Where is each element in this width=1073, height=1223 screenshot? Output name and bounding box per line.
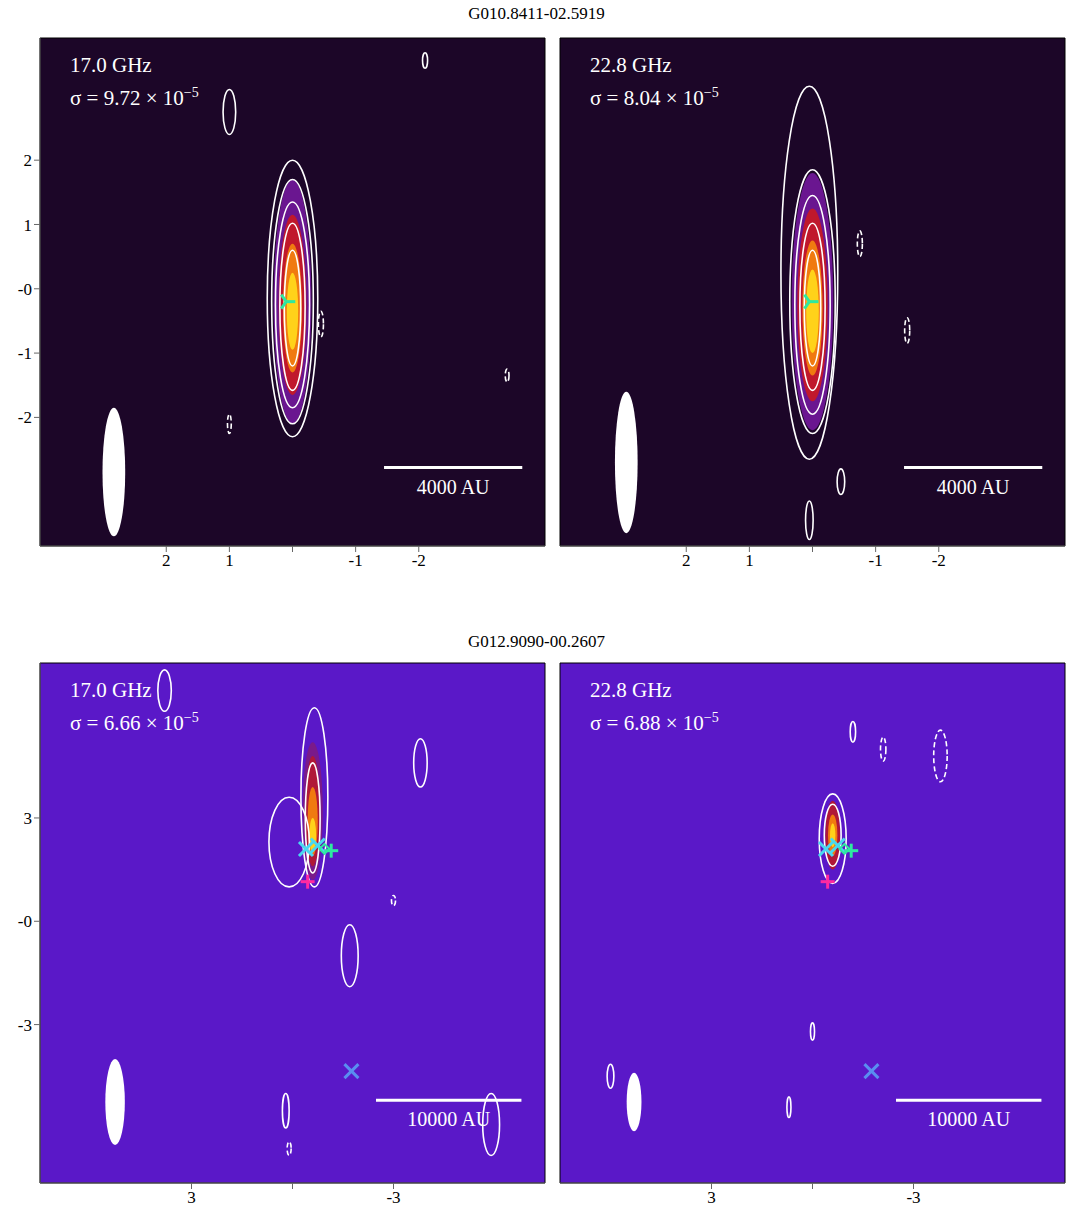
svg-text:-2: -2 — [412, 551, 426, 570]
svg-text:-2: -2 — [18, 408, 32, 427]
svg-text:-0: -0 — [18, 280, 32, 299]
svg-text:-1: -1 — [349, 551, 363, 570]
html-text:G010.8411-02.5919: G010.8411-02.5919 — [468, 4, 605, 23]
svg-text:4000 AU: 4000 AU — [937, 476, 1010, 498]
svg-text:-3: -3 — [906, 1188, 920, 1207]
svg-text:10000 AU: 10000 AU — [927, 1108, 1010, 1130]
html-text:G012.9090-00.2607: G012.9090-00.2607 — [468, 632, 605, 651]
html-text:σ = 9.72 × 10−5: σ = 9.72 × 10−5 — [70, 85, 199, 110]
svg-text:2: 2 — [24, 151, 33, 170]
html-text:17.0 GHz: 17.0 GHz — [70, 53, 152, 77]
svg-text:4000 AU: 4000 AU — [417, 476, 490, 498]
svg-text:2: 2 — [162, 551, 171, 570]
html-text:σ = 6.66 × 10−5: σ = 6.66 × 10−5 — [70, 710, 199, 735]
html-text:σ = 8.04 × 10−5: σ = 8.04 × 10−5 — [590, 85, 719, 110]
svg-text:-0: -0 — [18, 912, 32, 931]
html-text:22.8 GHz: 22.8 GHz — [590, 678, 672, 702]
svg-text:-1: -1 — [18, 344, 32, 363]
html-text:17.0 GHz: 17.0 GHz — [70, 678, 152, 702]
svg-text:3: 3 — [187, 1188, 196, 1207]
svg-text:-2: -2 — [932, 551, 946, 570]
svg-text:1: 1 — [745, 551, 754, 570]
svg-text:-3: -3 — [386, 1188, 400, 1207]
svg-text:2: 2 — [682, 551, 691, 570]
svg-text:-1: -1 — [869, 551, 883, 570]
svg-text:1: 1 — [24, 216, 33, 235]
svg-text:1: 1 — [225, 551, 234, 570]
svg-text:10000 AU: 10000 AU — [407, 1108, 490, 1130]
svg-text:3: 3 — [24, 809, 33, 828]
html-text:22.8 GHz: 22.8 GHz — [590, 53, 672, 77]
svg-text:3: 3 — [707, 1188, 716, 1207]
svg-text:-3: -3 — [18, 1016, 32, 1035]
html-text:σ = 6.88 × 10−5: σ = 6.88 × 10−5 — [590, 710, 719, 735]
